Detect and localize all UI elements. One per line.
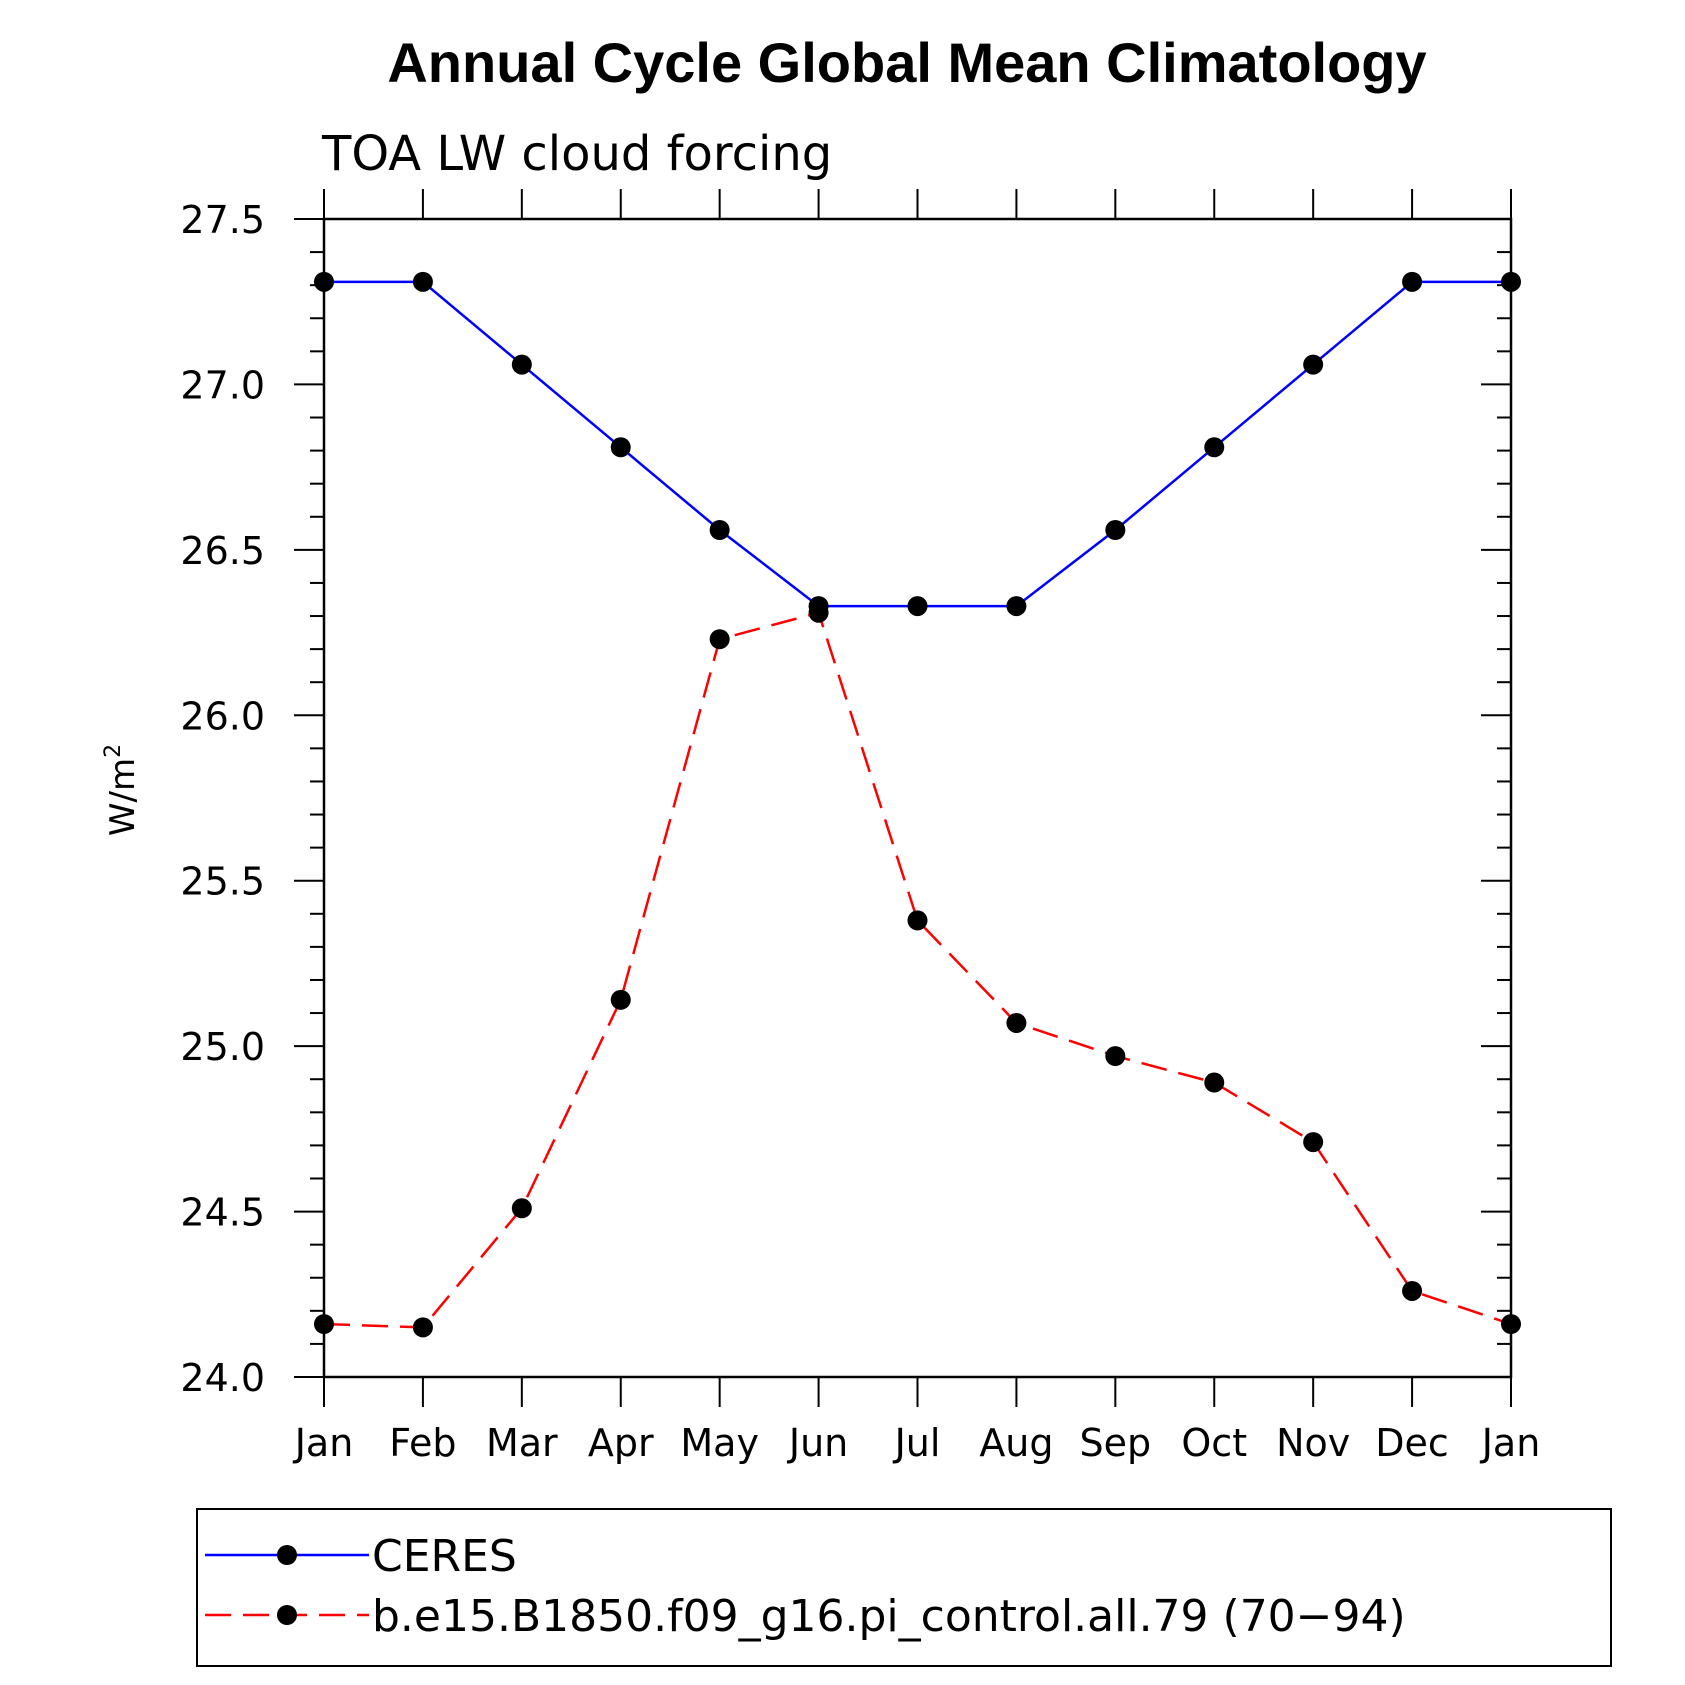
series-lines	[323, 280, 1512, 1329]
y-axis-label: W/m2	[101, 744, 143, 836]
y-tick-label: 24.5	[180, 1191, 265, 1235]
series-2-point	[412, 1317, 433, 1338]
series-2-point	[314, 1314, 334, 1335]
y-tick-label: 27.0	[180, 363, 265, 407]
series-1-point	[1204, 437, 1225, 458]
series-2-point	[1303, 1132, 1324, 1153]
x-tick-label: Feb	[389, 1421, 456, 1465]
chart-subtitle: TOA LW cloud forcing	[321, 126, 832, 182]
x-tick-label: Mar	[486, 1421, 558, 1465]
x-tick-label: Aug	[979, 1421, 1053, 1465]
series-2-point	[1006, 1012, 1027, 1033]
svg-text:W/m2: W/m2	[101, 744, 143, 836]
x-tick-label: Jul	[893, 1421, 941, 1465]
y-tick-labels: 24.0 24.5 25.0 25.5 26.0 26.5 27.0 27.5	[180, 198, 265, 1400]
y-tick-label: 25.5	[180, 860, 265, 904]
x-tick-labels: Jan Feb Mar Apr May Jun Jul Aug Sep Oct Nov Dec Jan	[293, 1421, 1541, 1465]
y-tick-label: 27.5	[180, 198, 265, 242]
y-tick-label: 24.0	[180, 1356, 265, 1400]
x-tick-label: Jun	[787, 1421, 848, 1465]
y-axis-label-superscript: 2	[101, 744, 126, 758]
series-2-point	[808, 602, 829, 623]
series-1-point	[412, 271, 433, 292]
series-1-point	[1006, 596, 1027, 617]
series-1-point	[709, 520, 730, 541]
series-1-point	[1303, 354, 1324, 375]
legend: CERES b.e15.B1850.f09_g16.pi_control.all.…	[205, 1531, 1406, 1642]
series-1-point	[907, 596, 928, 617]
y-axis-label-text: W/m	[103, 758, 143, 836]
series-markers	[314, 271, 1521, 1338]
series-2-point	[1204, 1072, 1225, 1093]
series-1-point	[610, 437, 631, 458]
series-line-1	[324, 280, 1511, 608]
tick-marks	[294, 189, 1512, 1407]
series-2-point	[1402, 1280, 1423, 1301]
series-1-point	[314, 271, 334, 292]
x-tick-label: Jan	[293, 1421, 354, 1465]
x-tick-label: Sep	[1080, 1421, 1152, 1465]
plot-frame	[322, 217, 1513, 1379]
legend-label-1: CERES	[372, 1531, 517, 1582]
y-tick-label: 26.0	[180, 694, 265, 738]
legend-marker-1	[277, 1545, 297, 1565]
series-line-2	[323, 611, 1512, 1329]
y-tick-label: 25.0	[180, 1025, 265, 1069]
series-2-point	[1105, 1046, 1126, 1067]
series-1-point	[1501, 271, 1521, 292]
series-2-point	[1501, 1314, 1521, 1335]
legend-label-2: b.e15.B1850.f09_g16.pi_control.all.79 (7…	[372, 1591, 1406, 1642]
series-1-point	[1402, 271, 1423, 292]
chart-title: Annual Cycle Global Mean Climatology	[387, 31, 1426, 94]
legend-box	[196, 1508, 1612, 1667]
series-1-point	[511, 354, 532, 375]
legend-marker-2	[277, 1605, 297, 1625]
x-tick-label: Dec	[1375, 1421, 1449, 1465]
x-tick-label: Jan	[1480, 1421, 1541, 1465]
series-1-point	[1105, 520, 1126, 541]
x-tick-label: Apr	[588, 1421, 654, 1465]
y-tick-label: 26.5	[180, 529, 265, 573]
x-tick-label: Oct	[1181, 1421, 1247, 1465]
series-2-point	[511, 1198, 532, 1219]
x-tick-label: May	[680, 1421, 759, 1465]
series-2-point	[709, 629, 730, 650]
x-tick-label: Nov	[1276, 1421, 1350, 1465]
series-2-point	[907, 910, 928, 931]
series-2-point	[610, 989, 631, 1010]
